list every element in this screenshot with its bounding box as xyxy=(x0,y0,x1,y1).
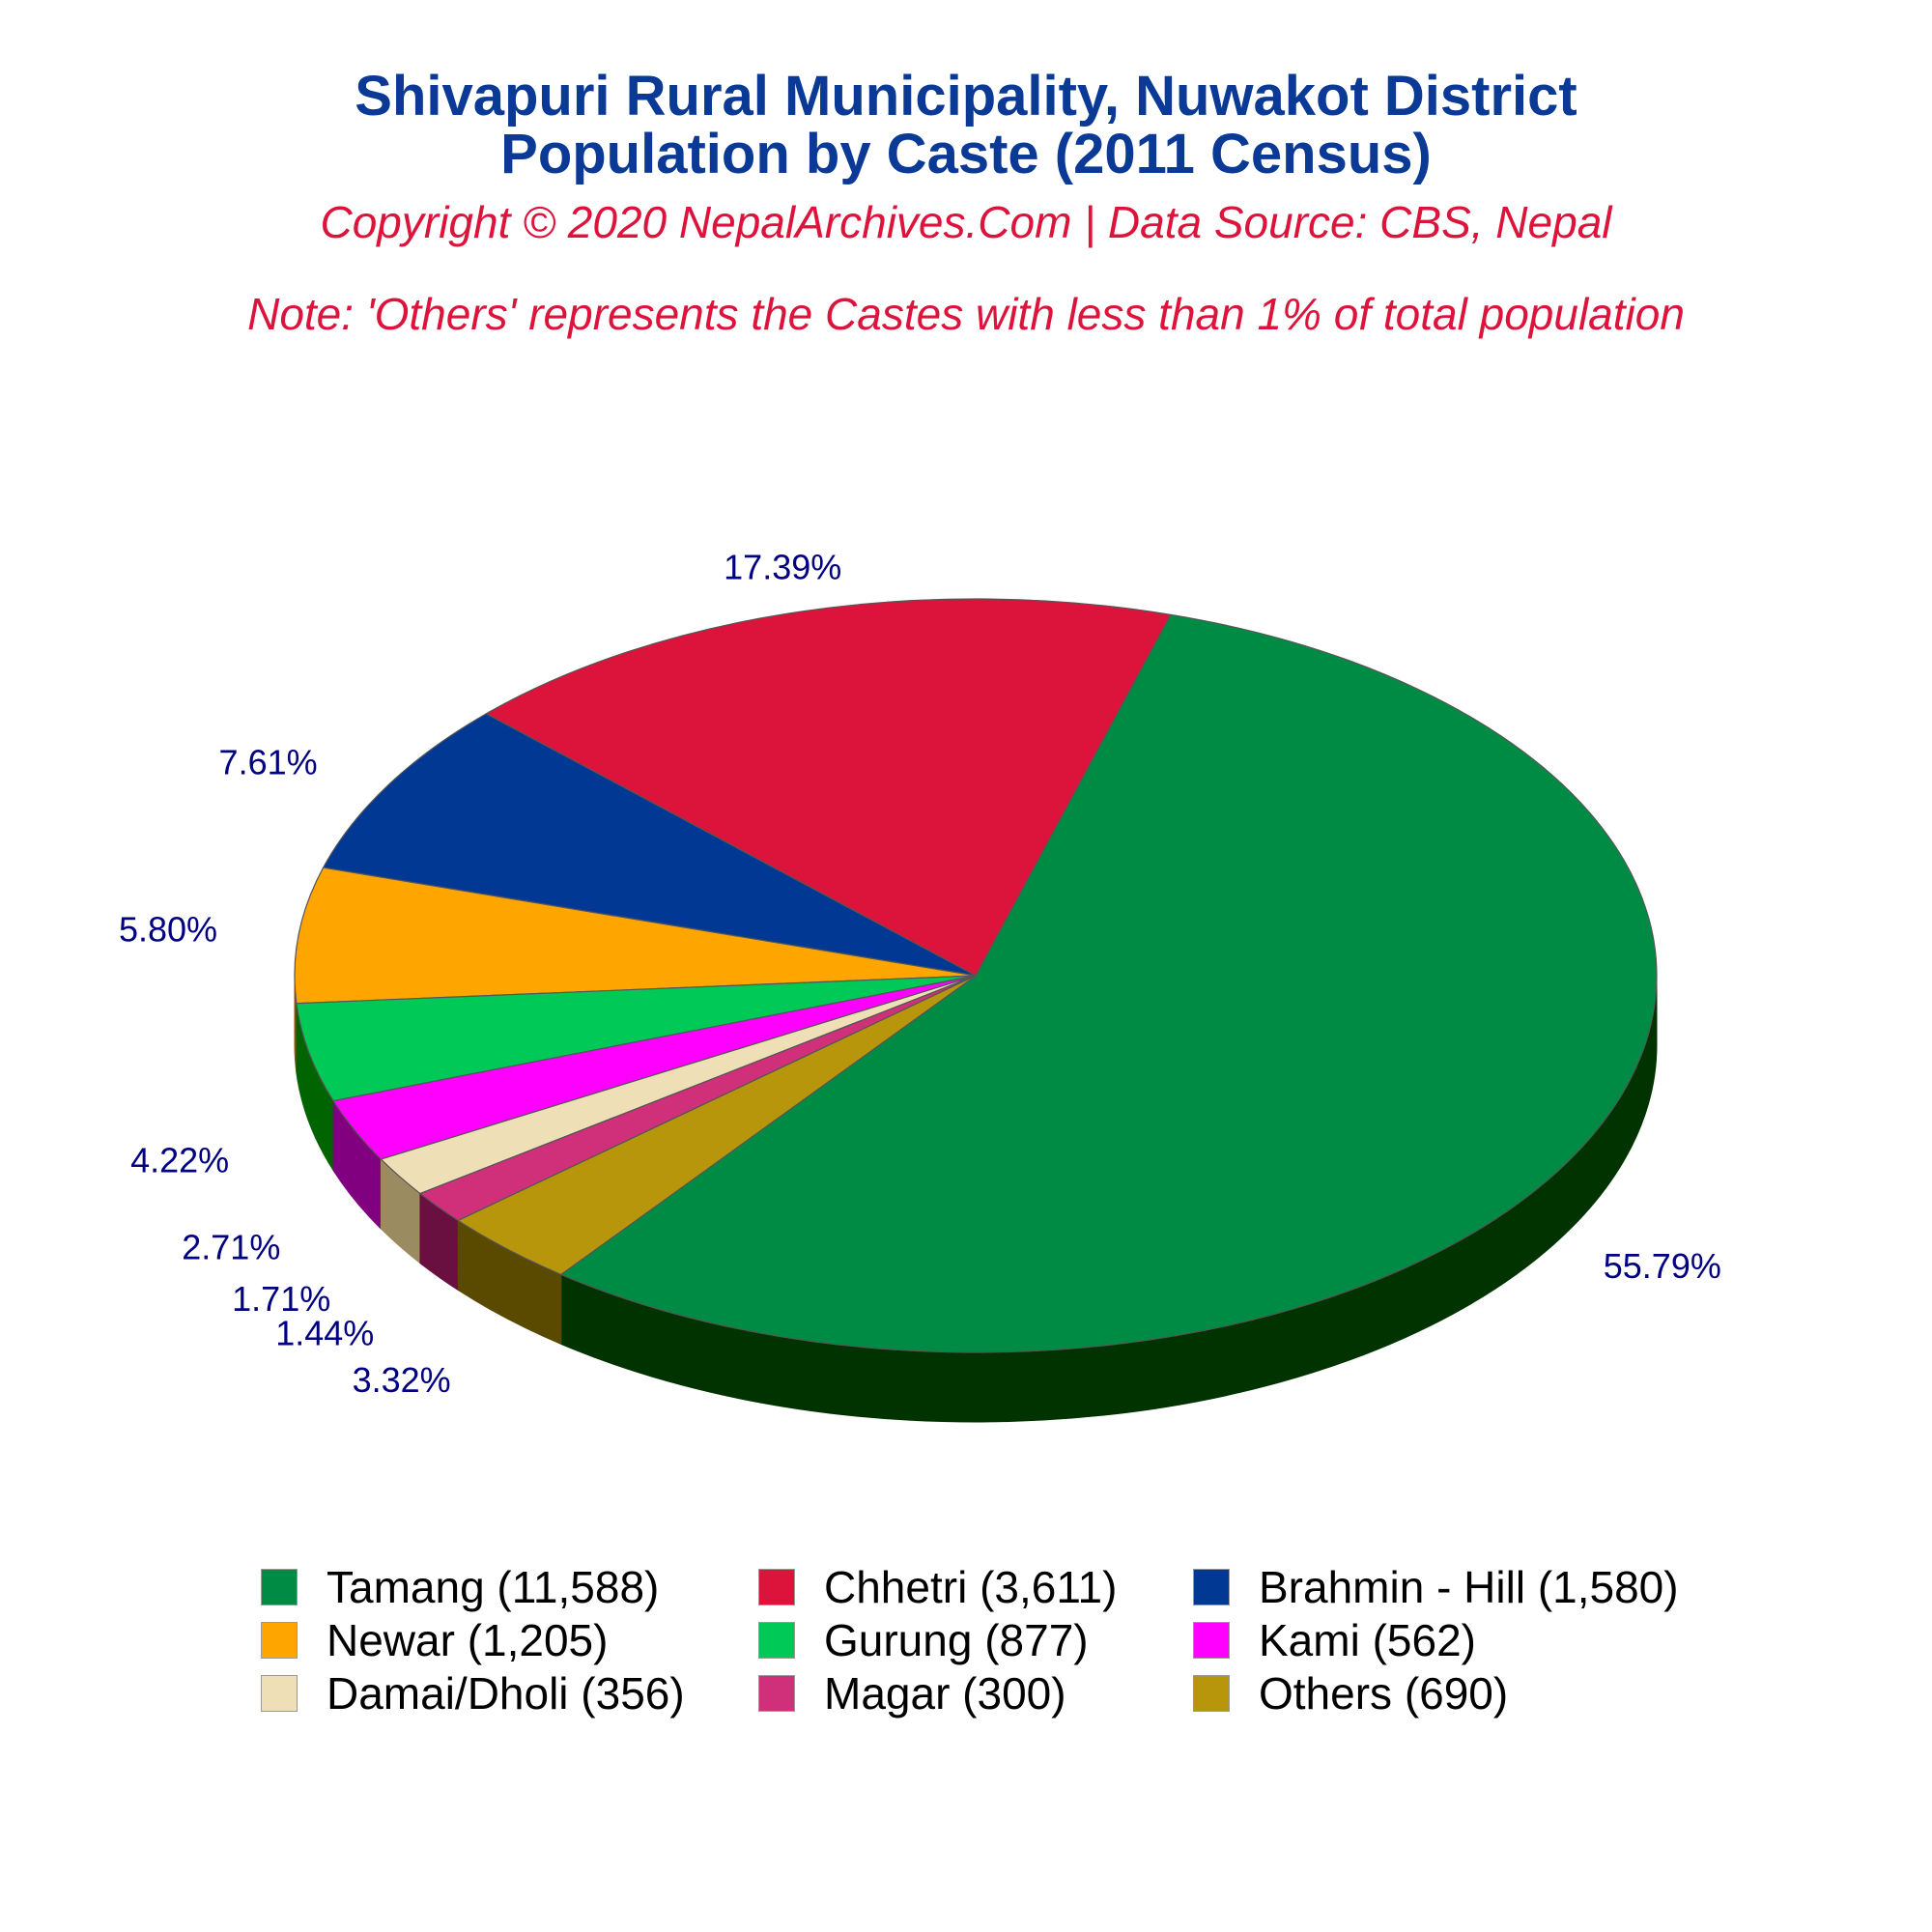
legend-item-0: Tamang (11,588) xyxy=(261,1560,659,1614)
legend-swatch xyxy=(758,1569,795,1605)
legend-swatch xyxy=(758,1675,795,1712)
legend-label: Magar (300) xyxy=(824,1668,1066,1719)
pie-label-8: 3.32% xyxy=(353,1360,451,1400)
legend-item-8: Others (690) xyxy=(1193,1666,1508,1720)
pie-slice-8 xyxy=(457,975,977,1276)
pie-slice-1 xyxy=(485,598,1172,977)
legend-swatch xyxy=(261,1569,298,1605)
pie-slice-4 xyxy=(296,975,977,1102)
pie-slice-0 xyxy=(559,613,1658,1353)
legend-item-6: Damai/Dholi (356) xyxy=(261,1666,685,1720)
legend-item-2: Brahmin - Hill (1,580) xyxy=(1193,1560,1679,1614)
legend-item-7: Magar (300) xyxy=(758,1666,1066,1720)
pie-label-5: 2.71% xyxy=(182,1228,280,1267)
legend-swatch xyxy=(1193,1675,1230,1712)
legend-swatch xyxy=(758,1622,795,1659)
pie-label-4: 4.22% xyxy=(130,1141,229,1180)
legend-label: Others (690) xyxy=(1259,1668,1509,1719)
legend-swatch xyxy=(261,1622,298,1659)
pie-label-7: 1.44% xyxy=(275,1314,374,1353)
legend-swatch xyxy=(261,1675,298,1712)
legend-swatch xyxy=(1193,1622,1230,1659)
legend-label: Chhetri (3,611) xyxy=(824,1562,1118,1612)
legend-item-1: Chhetri (3,611) xyxy=(758,1560,1117,1614)
legend-item-3: Newar (1,205) xyxy=(261,1613,608,1667)
pie-slice-3 xyxy=(294,867,977,1005)
legend-label: Brahmin - Hill (1,580) xyxy=(1259,1562,1679,1612)
legend-item-4: Gurung (877) xyxy=(758,1613,1089,1667)
pie-label-1: 17.39% xyxy=(724,547,841,586)
pie-label-6: 1.71% xyxy=(232,1279,330,1319)
legend-item-5: Kami (562) xyxy=(1193,1613,1476,1667)
chart-title-line2: Population by Caste (2011 Census) xyxy=(500,123,1432,185)
pie-chart: 55.79% 17.39% 7.61% 5.80% 4.22% 2.71% 1.71%1.4… xyxy=(119,547,1721,1423)
pie-label-0: 55.79% xyxy=(1604,1246,1721,1286)
copyright-text: Copyright © 2020 NepalArchives.Com | Dat… xyxy=(320,197,1612,247)
pie-label-3: 5.80% xyxy=(119,910,217,950)
legend-label: Kami (562) xyxy=(1259,1615,1476,1665)
legend-label: Newar (1,205) xyxy=(327,1615,609,1665)
legend-label: Gurung (877) xyxy=(824,1615,1089,1665)
legend-swatch xyxy=(1193,1569,1230,1605)
pie-slice-2 xyxy=(322,713,977,977)
legend-label: Damai/Dholi (356) xyxy=(327,1668,685,1719)
pie-label-2: 7.61% xyxy=(219,742,318,781)
chart-title-line1: Shivapuri Rural Municipality, Nuwakot Di… xyxy=(355,65,1577,128)
note-text: Note: 'Others' represents the Castes wit… xyxy=(247,289,1685,339)
legend-label: Tamang (11,588) xyxy=(327,1562,660,1612)
